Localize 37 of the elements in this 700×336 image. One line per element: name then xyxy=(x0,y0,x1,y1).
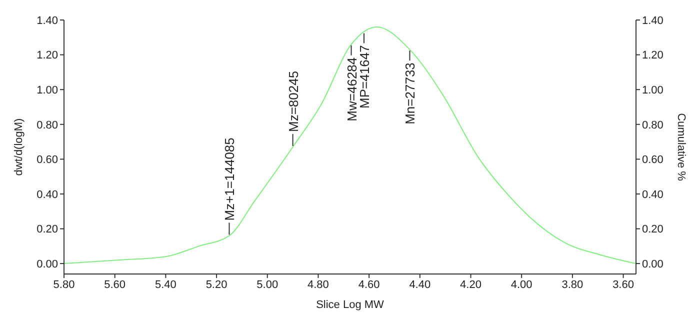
y-tick-label: 0.00 xyxy=(36,258,58,270)
annotation: Mz=80245 xyxy=(286,70,301,132)
y2-tick-label: 0.20 xyxy=(642,224,664,236)
y-tick-label: 0.80 xyxy=(36,119,58,132)
y-tick-label: 0.40 xyxy=(36,188,58,201)
x-tick-label: 5.00 xyxy=(256,278,278,291)
x-tick-label: 3.80 xyxy=(562,278,584,291)
x-tick-label: 4.40 xyxy=(409,278,431,291)
annotation: Mz+1=144085 xyxy=(222,138,238,221)
y2-tick-label: 0.00 xyxy=(642,258,664,270)
x-tick-label: 5.80 xyxy=(53,278,75,291)
y-tick-label: 0.60 xyxy=(36,154,58,166)
y-tick-label: 1.40 xyxy=(36,14,58,27)
annotation: Mn=27733 xyxy=(402,62,418,124)
y2-axis-title: Cumulative % xyxy=(675,113,688,182)
x-tick-label: 5.40 xyxy=(154,278,176,291)
annotation: MP=41647 xyxy=(356,45,372,108)
x-tick-label: 5.20 xyxy=(206,278,228,291)
y2-tick-label: 0.40 xyxy=(642,188,664,201)
annotation: Mw=46284 xyxy=(344,57,360,122)
x-tick-label: 4.80 xyxy=(308,278,329,291)
y2-tick-label: 0.60 xyxy=(642,154,664,166)
y-tick-label: 1.20 xyxy=(36,50,58,62)
y2-tick-label: 0.80 xyxy=(642,119,664,132)
y2-tick-label: 1.20 xyxy=(642,50,664,62)
y2-tick-label: 1.40 xyxy=(642,14,664,27)
x-tick-label: 4.20 xyxy=(460,278,482,291)
y-tick-label: 0.20 xyxy=(36,224,58,236)
x-tick-label: 5.60 xyxy=(104,278,126,291)
x-axis-title: Slice Log MW xyxy=(316,299,385,311)
x-tick-label: 4.60 xyxy=(358,278,380,291)
y-axis-title: dwt/d(logM) xyxy=(12,118,25,176)
y2-tick-label: 1.00 xyxy=(642,84,664,96)
y-tick-label: 1.00 xyxy=(36,84,58,96)
x-tick-label: 3.60 xyxy=(612,278,634,291)
line-series xyxy=(64,26,636,264)
x-tick-label: 4.00 xyxy=(510,278,532,291)
